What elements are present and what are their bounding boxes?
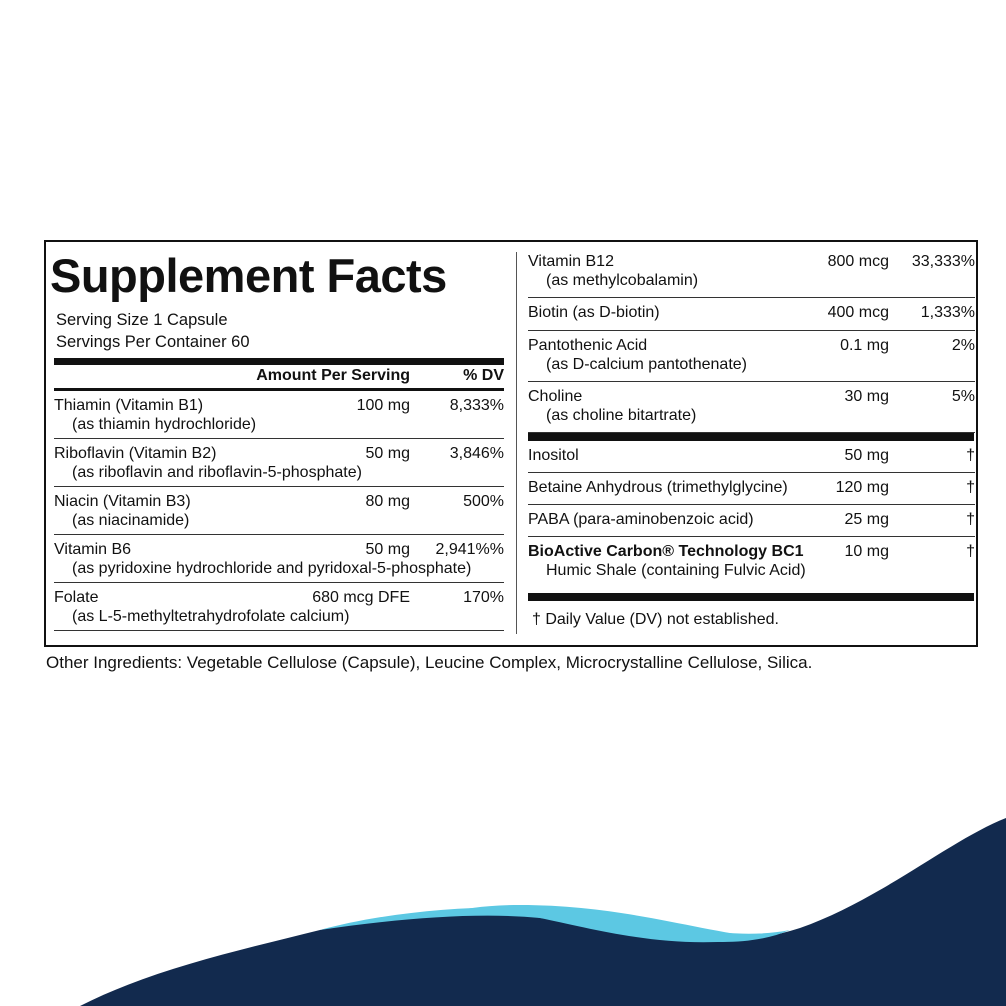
daily-value: † (966, 511, 975, 528)
row: Folate (as L-5-methyltetrahydrofolate cal… (54, 583, 504, 631)
row: Inositol 50 mg † (528, 441, 975, 473)
serving-size: Serving Size 1 Capsule (56, 311, 228, 329)
nutrient-name: PABA (para-aminobenzoic acid) (528, 511, 754, 528)
nutrient-source: (as riboflavin and riboflavin-5-phosphat… (72, 464, 362, 481)
row: Betaine Anhydrous (trimethylglycine) 120 … (528, 473, 975, 505)
nutrient-source: (as L-5-methyltetrahydrofolate calcium) (72, 608, 350, 625)
nutrient-name: Thiamin (Vitamin B1) (54, 397, 204, 414)
nutrient-name: Niacin (Vitamin B3) (54, 493, 191, 510)
footnote: † Daily Value (DV) not established. (532, 611, 779, 628)
amount: 10 mg (844, 543, 889, 560)
daily-value: 2,941%% (435, 541, 505, 558)
amount: 800 mcg (827, 253, 889, 270)
amount: 0.1 mg (840, 337, 889, 354)
facts-box (44, 240, 978, 647)
nutrient-name: Betaine Anhydrous (trimethylglycine) (528, 479, 788, 496)
nutrient-source: (as niacinamide) (72, 512, 190, 529)
title: Supplement Facts (50, 249, 447, 302)
row: Biotin (as D-biotin) 400 mcg 1,333% (528, 298, 975, 331)
row: Vitamin B6 (as pyridoxine hydrochloride a… (54, 535, 504, 583)
servings-per-container: Servings Per Container 60 (56, 333, 250, 351)
nutrient-name: Vitamin B6 (54, 541, 132, 558)
nutrient-name: BioActive Carbon® Technology BC1 (528, 543, 804, 560)
amount: 50 mg (365, 541, 410, 558)
nutrient-name: Riboflavin (Vitamin B2) (54, 445, 217, 462)
nutrient-name: Folate (54, 589, 99, 606)
daily-value: 3,846% (449, 445, 504, 462)
amount: 50 mg (844, 447, 889, 464)
nutrient-source: (as thiamin hydrochloride) (72, 416, 257, 433)
row: BioActive Carbon® Technology BC1 Humic Sh… (528, 537, 975, 589)
thick-rule (528, 433, 974, 441)
nutrient-source: (as pyridoxine hydrochloride and pyridox… (72, 560, 472, 577)
amount: 25 mg (844, 511, 889, 528)
nutrient-source: (as choline bitartrate) (546, 407, 697, 424)
row: Vitamin B12 (as methylcobalamin) 800 mcg 33… (528, 247, 975, 298)
wave-decoration (80, 818, 1006, 1006)
amount: 80 mg (365, 493, 410, 510)
rule (54, 388, 504, 391)
thick-rule (528, 593, 974, 601)
daily-value: † (966, 479, 975, 496)
divider (516, 252, 517, 634)
daily-value: 500% (463, 493, 504, 510)
nutrient-name: Biotin (as D-biotin) (528, 304, 660, 321)
nutrient-source: Humic Shale (containing Fulvic Acid) (546, 562, 806, 579)
row: Pantothenic Acid (as D-calcium pantothena… (528, 331, 975, 382)
daily-value: † (966, 543, 975, 560)
daily-value: 170% (463, 589, 504, 606)
nutrient-name: Inositol (528, 447, 579, 464)
thick-rule (54, 358, 504, 365)
daily-value: 1,333% (920, 304, 975, 321)
nutrient-name: Vitamin B12 (528, 253, 614, 270)
daily-value: 5% (951, 388, 975, 405)
daily-value: 33,333% (911, 253, 975, 270)
daily-value: 2% (951, 337, 975, 354)
row: Thiamin (Vitamin B1) (as thiamin hydrochl… (54, 391, 504, 439)
amount: 400 mcg (827, 304, 889, 321)
amount: 120 mg (835, 479, 889, 496)
nutrient-source: (as methylcobalamin) (546, 272, 699, 289)
nutrient-source: (as D-calcium pantothenate) (546, 356, 747, 373)
row: Riboflavin (Vitamin B2) (as riboflavin an… (54, 439, 504, 487)
amount: 100 mg (356, 397, 410, 414)
nutrient-name: Choline (528, 388, 583, 405)
other-ingredients: Other Ingredients: Vegetable Cellulose (… (46, 653, 813, 672)
daily-value: † (966, 447, 975, 464)
dv-header: % DV (463, 367, 504, 384)
amount-header: Amount Per Serving (256, 367, 410, 384)
row: Choline (as choline bitartrate) 30 mg 5% (528, 382, 975, 433)
amount: 30 mg (844, 388, 889, 405)
row: PABA (para-aminobenzoic acid) 25 mg † (528, 505, 975, 537)
amount: 50 mg (365, 445, 410, 462)
amount: 680 mcg DFE (312, 589, 410, 606)
nutrient-name: Pantothenic Acid (528, 337, 648, 354)
daily-value: 8,333% (449, 397, 504, 414)
row: Niacin (Vitamin B3) (as niacinamide) 80 mg… (54, 487, 504, 535)
